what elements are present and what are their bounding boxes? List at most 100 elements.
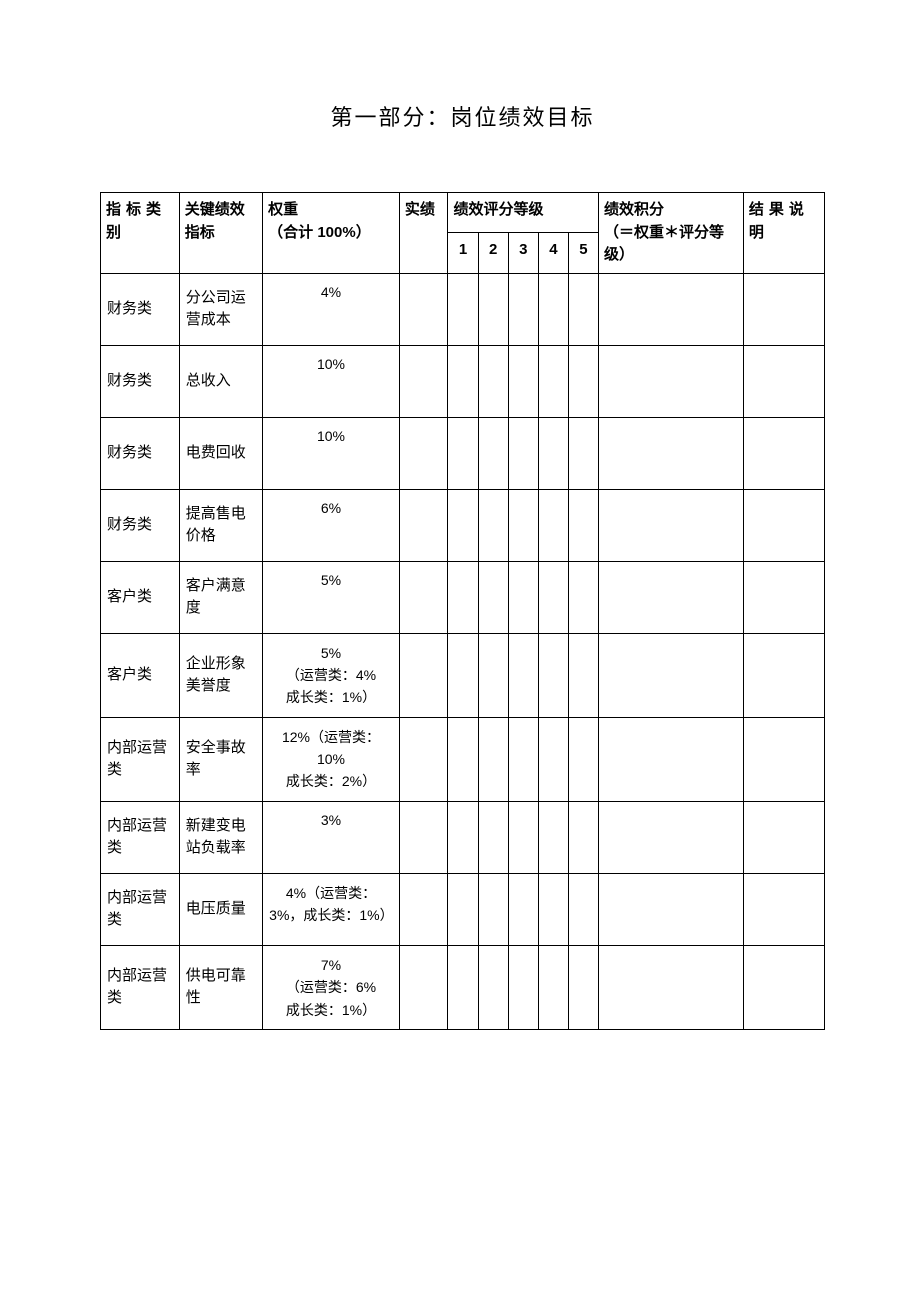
header-score-l2: （＝权重＊评分等级） — [604, 225, 724, 264]
cell-weight: 12%（运营类：10% 成长类：2%） — [263, 717, 400, 801]
table-row: 财务类电费回收10% — [101, 417, 825, 489]
table-row: 客户类客户满意度5% — [101, 561, 825, 633]
cell-rating — [538, 945, 568, 1029]
header-rating-5: 5 — [568, 233, 598, 273]
cell-indicator: 电压质量 — [179, 873, 262, 945]
cell-rating — [478, 633, 508, 717]
cell-category: 内部运营类 — [101, 801, 180, 873]
cell-actual — [399, 489, 448, 561]
cell-rating — [508, 417, 538, 489]
cell-category: 客户类 — [101, 561, 180, 633]
table-row: 财务类分公司运营成本4% — [101, 273, 825, 345]
cell-actual — [399, 417, 448, 489]
cell-category: 内部运营类 — [101, 945, 180, 1029]
cell-result — [743, 801, 824, 873]
cell-rating — [508, 717, 538, 801]
cell-score — [599, 489, 744, 561]
cell-rating — [448, 345, 478, 417]
header-rating-4: 4 — [538, 233, 568, 273]
cell-rating — [508, 873, 538, 945]
cell-score — [599, 273, 744, 345]
cell-category: 财务类 — [101, 489, 180, 561]
cell-rating — [538, 561, 568, 633]
cell-score — [599, 945, 744, 1029]
table-row: 内部运营类电压质量4%（运营类：3%，成长类：1%） — [101, 873, 825, 945]
cell-result — [743, 417, 824, 489]
cell-rating — [448, 273, 478, 345]
cell-score — [599, 417, 744, 489]
cell-rating — [448, 717, 478, 801]
header-weight: 权重 （合计 100%） — [263, 193, 400, 274]
header-rating-2: 2 — [478, 233, 508, 273]
header-weight-l2: （合计 100%） — [268, 224, 371, 241]
cell-weight: 10% — [263, 417, 400, 489]
cell-indicator: 新建变电站负载率 — [179, 801, 262, 873]
cell-rating — [508, 561, 538, 633]
cell-actual — [399, 873, 448, 945]
cell-result — [743, 489, 824, 561]
cell-rating — [568, 561, 598, 633]
cell-rating — [508, 633, 538, 717]
cell-weight: 4% — [263, 273, 400, 345]
table-row: 客户类企业形象美誉度5% （运营类：4% 成长类：1%） — [101, 633, 825, 717]
header-category: 指标类别 — [101, 193, 180, 274]
cell-rating — [568, 945, 598, 1029]
performance-target-table: 指标类别 关键绩效指标 权重 （合计 100%） 实绩 绩效评分等级 绩效积分 … — [100, 192, 825, 1030]
cell-rating — [568, 345, 598, 417]
cell-rating — [538, 489, 568, 561]
table-row: 财务类提高售电价格6% — [101, 489, 825, 561]
cell-rating — [538, 345, 568, 417]
header-row-1: 指标类别 关键绩效指标 权重 （合计 100%） 实绩 绩效评分等级 绩效积分 … — [101, 193, 825, 233]
cell-result — [743, 633, 824, 717]
cell-rating — [568, 489, 598, 561]
cell-indicator: 提高售电价格 — [179, 489, 262, 561]
cell-indicator: 企业形象美誉度 — [179, 633, 262, 717]
cell-weight: 5% — [263, 561, 400, 633]
header-actual: 实绩 — [399, 193, 448, 274]
cell-rating — [478, 345, 508, 417]
cell-indicator: 供电可靠性 — [179, 945, 262, 1029]
header-rating-3: 3 — [508, 233, 538, 273]
cell-rating — [448, 633, 478, 717]
cell-actual — [399, 345, 448, 417]
header-weight-l1: 权重 — [268, 202, 298, 218]
cell-actual — [399, 801, 448, 873]
cell-category: 财务类 — [101, 417, 180, 489]
cell-rating — [538, 273, 568, 345]
cell-rating — [508, 273, 538, 345]
cell-rating — [478, 717, 508, 801]
cell-result — [743, 873, 824, 945]
cell-score — [599, 561, 744, 633]
cell-rating — [538, 417, 568, 489]
cell-rating — [568, 873, 598, 945]
cell-score — [599, 345, 744, 417]
cell-actual — [399, 273, 448, 345]
cell-rating — [448, 873, 478, 945]
cell-rating — [448, 945, 478, 1029]
cell-rating — [568, 717, 598, 801]
cell-result — [743, 273, 824, 345]
cell-rating — [568, 273, 598, 345]
cell-result — [743, 345, 824, 417]
table-row: 内部运营类新建变电站负载率3% — [101, 801, 825, 873]
cell-result — [743, 561, 824, 633]
cell-indicator: 总收入 — [179, 345, 262, 417]
cell-score — [599, 801, 744, 873]
cell-rating — [538, 801, 568, 873]
table-row: 内部运营类供电可靠性7% （运营类：6% 成长类：1%） — [101, 945, 825, 1029]
cell-rating — [568, 801, 598, 873]
cell-weight: 7% （运营类：6% 成长类：1%） — [263, 945, 400, 1029]
cell-category: 客户类 — [101, 633, 180, 717]
cell-indicator: 安全事故率 — [179, 717, 262, 801]
cell-actual — [399, 633, 448, 717]
cell-rating — [478, 873, 508, 945]
cell-rating — [448, 801, 478, 873]
cell-result — [743, 717, 824, 801]
header-indicator: 关键绩效指标 — [179, 193, 262, 274]
header-result: 结果说明 — [743, 193, 824, 274]
cell-category: 财务类 — [101, 273, 180, 345]
cell-rating — [508, 345, 538, 417]
cell-category: 内部运营类 — [101, 873, 180, 945]
cell-indicator: 客户满意度 — [179, 561, 262, 633]
cell-rating — [538, 633, 568, 717]
